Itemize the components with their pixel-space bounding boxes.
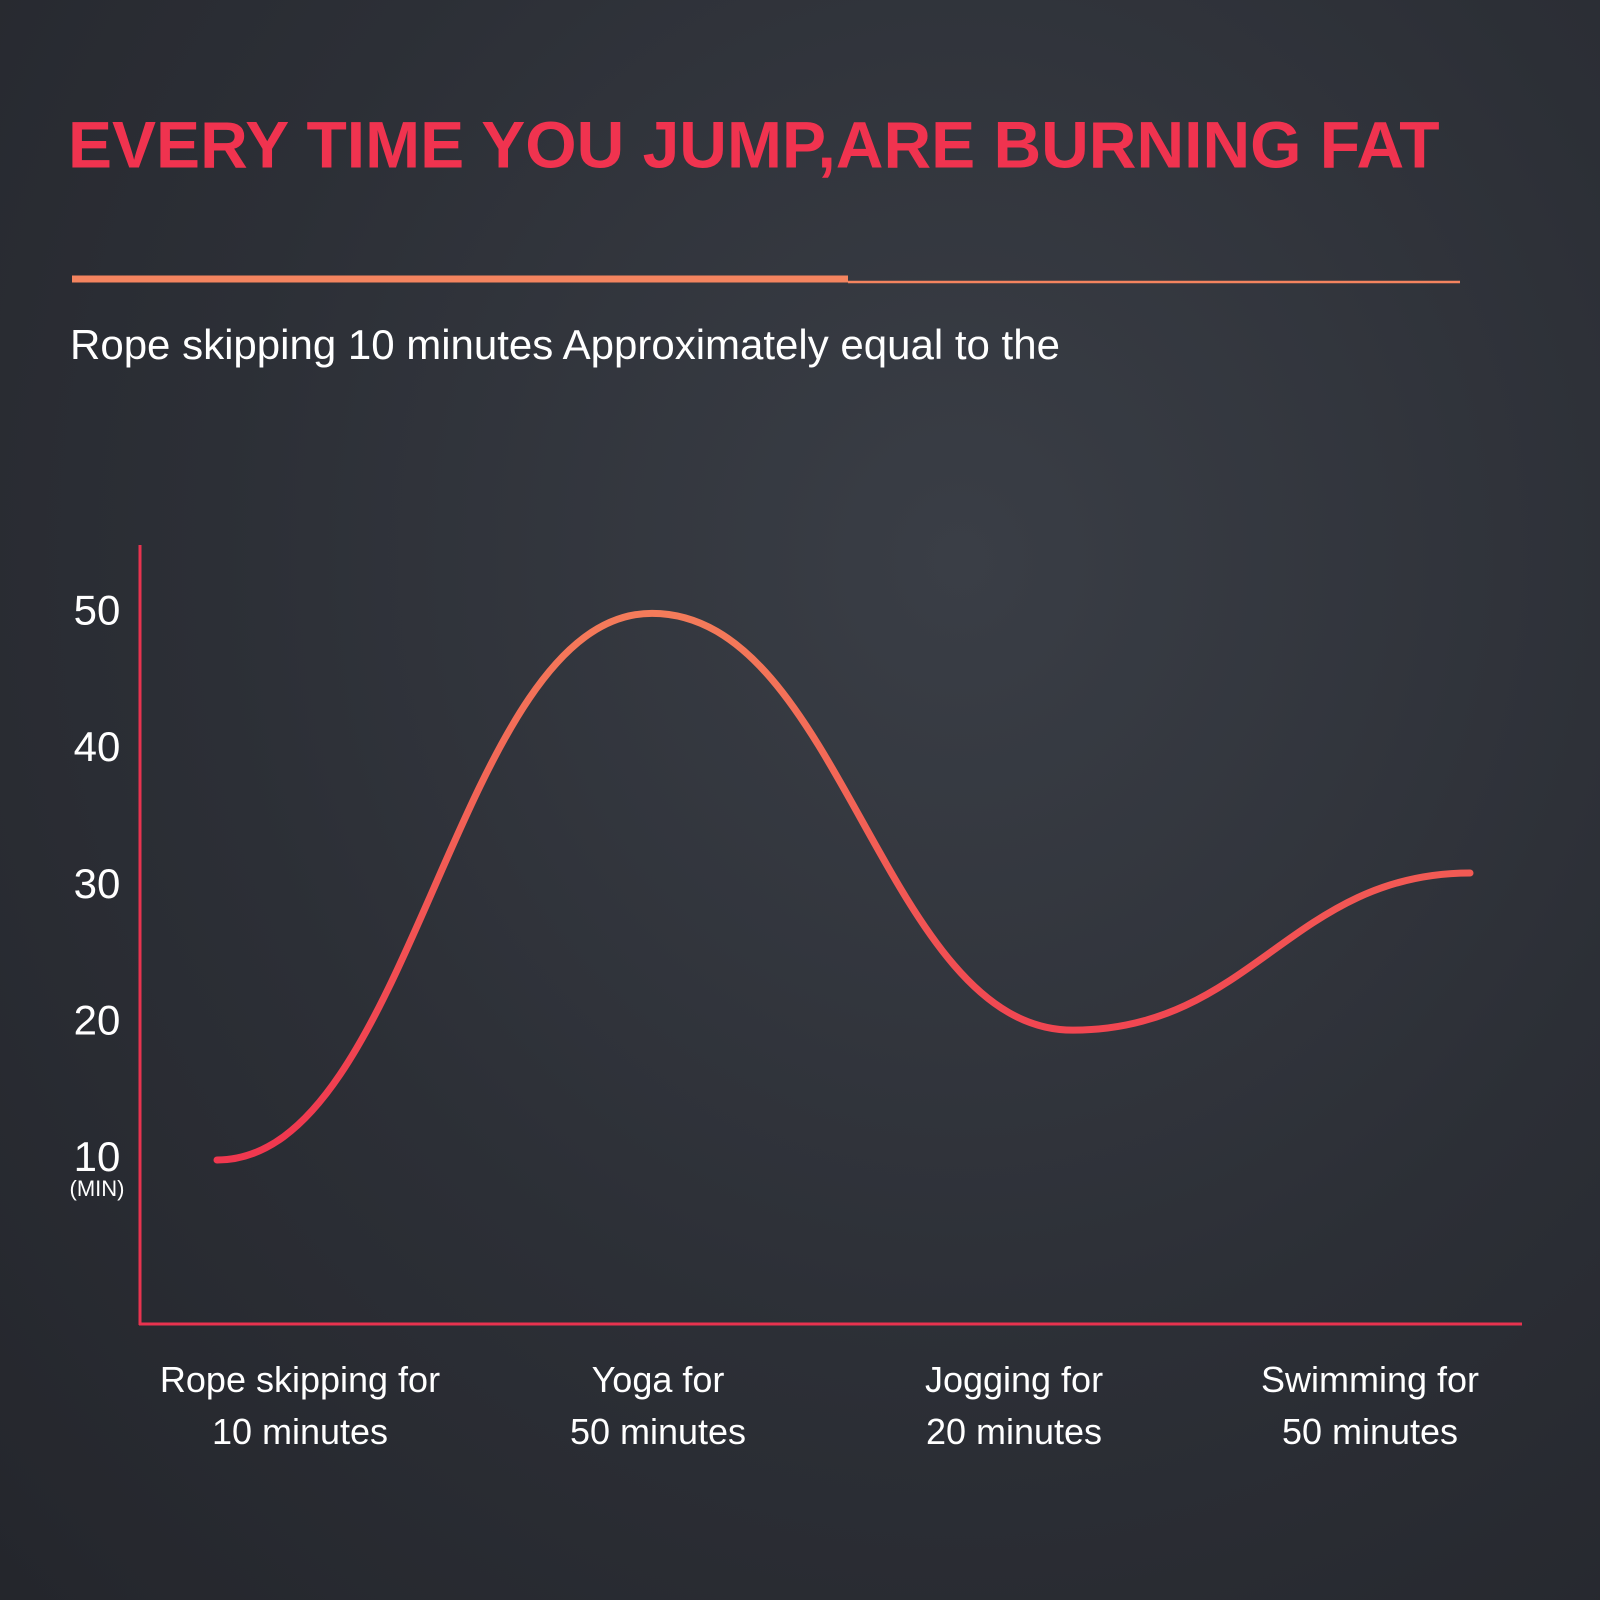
y-tick-label: 30 [74, 860, 121, 907]
y-tick-label: 50 [74, 586, 121, 633]
y-unit: (MIN) [70, 1176, 125, 1201]
chart-title: EVERY TIME YOU JUMP,ARE BURNING FAT [68, 107, 1440, 181]
x-tick-label: Jogging for 20 minutes [924, 1359, 1104, 1452]
subtitle: Rope skipping 10 minutes Approximately e… [70, 321, 1060, 368]
x-tick-label: Swimming for 50 minutes [1260, 1359, 1480, 1452]
y-tick-label: 40 [74, 723, 121, 770]
y-tick-label: 20 [74, 996, 121, 1043]
line-series [213, 609, 1474, 1164]
x-tick-label: Yoga for 50 minutes [569, 1359, 747, 1452]
x-tick-label: Rope skipping for 10 minutes [159, 1359, 441, 1452]
y-tick-label: 10 [74, 1133, 121, 1180]
